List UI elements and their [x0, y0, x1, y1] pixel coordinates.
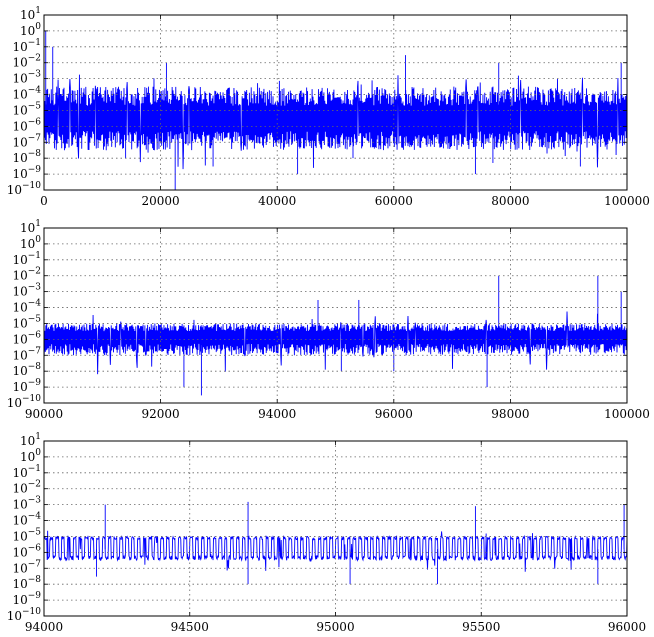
x-tick-label: 20000 [142, 194, 180, 208]
y-tick-label: 10−2 [12, 480, 41, 496]
y-tick-label: 10−6 [12, 543, 41, 559]
y-tick-label: 10−4 [12, 86, 41, 102]
y-tick-label: 10−7 [12, 346, 41, 362]
signal-line [43, 530, 628, 572]
y-tick-label: 10−9 [12, 165, 41, 181]
y-tick-label: 10−6 [12, 330, 41, 346]
y-tick-label: 10−9 [12, 378, 41, 394]
y-tick-label: 10−10 [7, 181, 42, 197]
y-tick-label: 10−1 [12, 38, 41, 54]
y-tick-label: 10−5 [12, 527, 41, 543]
x-tick-label: 94000 [258, 407, 296, 421]
y-tick-label: 10−8 [12, 149, 41, 165]
plot-frame [43, 227, 628, 404]
chart-panel-full-range: 0 20000 40000 60000 80000 100000 10−1010−910−8… [7, 6, 650, 208]
chart-panel-zoom-90000-100000: 90000 92000 94000 96000 98000 100000 10−1010−9… [7, 219, 650, 421]
y-tick-label: 100 [20, 22, 41, 38]
y-tick-label: 10−1 [12, 251, 41, 267]
y-tick-label: 10−8 [12, 362, 41, 378]
x-tick-label: 94000 [25, 620, 63, 634]
y-tick-label: 10−5 [12, 101, 41, 117]
y-tick-label: 10−1 [12, 464, 41, 480]
y-tick-label: 10−5 [12, 314, 41, 330]
y-tick-label: 101 [20, 432, 41, 448]
signal-line [43, 311, 628, 375]
y-tick-label: 10−3 [12, 496, 41, 512]
y-tick-label: 10−6 [12, 117, 41, 133]
x-tick-label: 80000 [491, 194, 529, 208]
x-tick-label: 92000 [142, 407, 180, 421]
y-tick-label: 10−4 [12, 512, 41, 528]
y-tick-label: 10−2 [12, 54, 41, 70]
y-tick-label: 10−10 [7, 607, 42, 623]
x-tick-label: 96000 [375, 407, 413, 421]
y-tick-label: 10−2 [12, 267, 41, 283]
y-tick-label: 100 [20, 235, 41, 251]
x-tick-label: 95500 [462, 620, 500, 634]
x-tick-label: 94500 [171, 620, 209, 634]
y-tick-label: 10−7 [12, 559, 41, 575]
x-tick-label: 90000 [25, 407, 63, 421]
y-tick-label: 101 [20, 219, 41, 235]
x-tick-label: 100000 [604, 194, 650, 208]
y-tick-label: 10−3 [12, 283, 41, 299]
y-tick-label: 10−7 [12, 133, 41, 149]
x-tick-label: 96000 [608, 620, 646, 634]
y-tick-label: 100 [20, 448, 41, 464]
x-tick-label: 95000 [316, 620, 354, 634]
plot-frame [43, 14, 628, 191]
y-tick-label: 10−8 [12, 575, 41, 591]
y-tick-label: 10−9 [12, 591, 41, 607]
x-tick-label: 100000 [604, 407, 650, 421]
x-tick-label: 60000 [375, 194, 413, 208]
x-tick-label: 0 [40, 194, 48, 208]
y-tick-label: 10−3 [12, 70, 41, 86]
signal-line [43, 30, 628, 170]
y-tick-label: 10−4 [12, 299, 41, 315]
x-tick-label: 98000 [491, 407, 529, 421]
chart-panel-zoom-94000-96000: 94000 94500 95000 95500 9600010−1010−910−810… [7, 432, 646, 634]
y-tick-label: 101 [20, 6, 41, 22]
x-tick-label: 40000 [258, 194, 296, 208]
y-tick-label: 10−10 [7, 394, 42, 410]
